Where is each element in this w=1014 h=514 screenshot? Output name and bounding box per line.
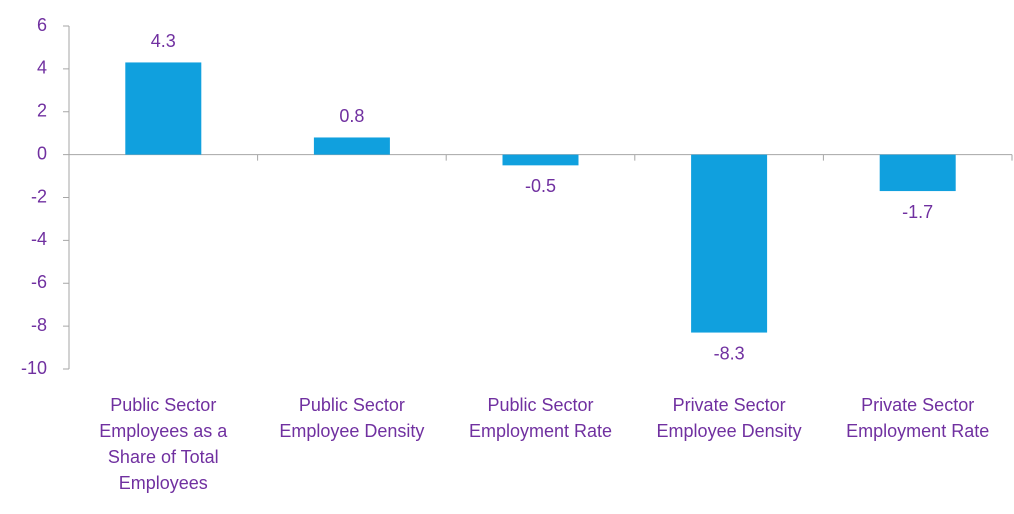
bar xyxy=(691,154,768,333)
x-tick-label: Public Sector Employees as a Share of To… xyxy=(99,395,228,493)
y-tick-label: 4 xyxy=(37,58,47,78)
x-tick-label: Private Sector Employment Rate xyxy=(846,395,990,441)
y-tick-label: -6 xyxy=(31,272,47,292)
x-tick-label: Private Sector Employee Density xyxy=(656,395,802,441)
y-tick-label: -10 xyxy=(21,358,47,378)
value-label: -1.7 xyxy=(902,202,933,222)
bar xyxy=(125,62,202,155)
x-tick-label: Public Sector Employment Rate xyxy=(468,395,613,441)
y-tick-label: -8 xyxy=(31,315,47,335)
value-label: -8.3 xyxy=(714,343,745,363)
bar xyxy=(502,154,579,166)
y-tick-label: -4 xyxy=(31,229,47,249)
y-tick-label: 6 xyxy=(37,15,47,35)
value-label: 4.3 xyxy=(151,31,176,51)
value-label: -0.5 xyxy=(525,176,556,196)
y-tick-label: -2 xyxy=(31,186,47,206)
y-tick-label: 0 xyxy=(37,143,47,163)
bar xyxy=(313,137,390,155)
value-label: 0.8 xyxy=(339,106,364,126)
bar xyxy=(879,154,956,192)
y-tick-label: 2 xyxy=(37,101,47,121)
x-tick-label: Public Sector Employee Density xyxy=(279,395,425,441)
